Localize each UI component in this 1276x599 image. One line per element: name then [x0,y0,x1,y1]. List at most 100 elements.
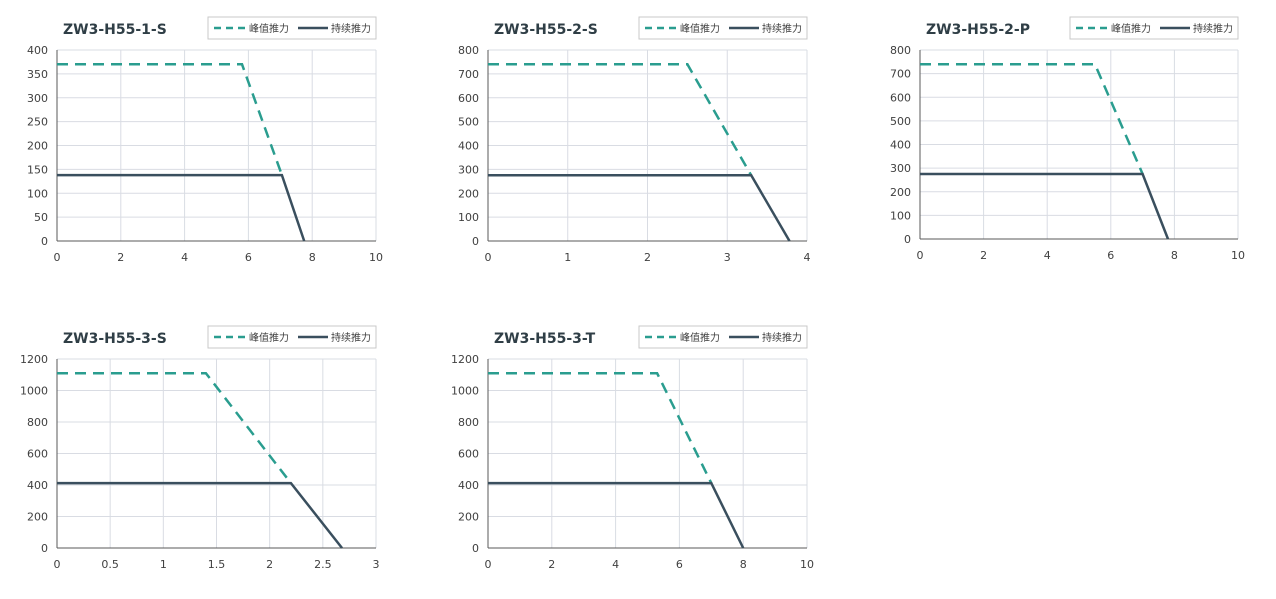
x-tick-label: 4 [612,558,619,571]
y-tick-label: 300 [890,162,911,175]
legend-box [1069,16,1239,40]
x-tick-label: 2 [266,558,273,571]
chart-title: ZW3-H55-2-S [494,22,598,38]
y-tick-label: 0 [41,542,48,555]
y-tick-label: 200 [458,187,479,200]
y-tick-label: 200 [27,511,48,524]
legend-continuous-label: 持续推力 [331,22,371,35]
y-tick-label: 200 [27,140,48,153]
legend-box [638,16,808,40]
chart-legend: 峰值推力 持续推力 [207,16,377,40]
legend-continuous-label: 持续推力 [762,331,802,344]
x-tick-label: 3 [724,251,731,264]
x-tick-label: 0 [917,249,924,262]
x-tick-label: 0 [485,558,492,571]
legend-continuous-label: 持续推力 [762,22,802,35]
x-tick-label: 10 [800,558,814,571]
x-tick-label: 10 [369,251,383,264]
legend-peak-label: 峰值推力 [680,22,720,35]
x-tick-label: 0 [54,251,61,264]
y-tick-label: 1200 [20,353,48,366]
y-tick-label: 400 [458,479,479,492]
y-tick-label: 800 [27,416,48,429]
x-tick-label: 3 [373,558,380,571]
x-tick-label: 1 [564,251,571,264]
x-tick-label: 0 [54,558,61,571]
y-tick-label: 250 [27,116,48,129]
y-tick-label: 0 [472,235,479,248]
x-tick-label: 6 [676,558,683,571]
peak-thrust-line [57,371,292,484]
legend-peak-label: 峰值推力 [1111,22,1151,35]
y-tick-label: 300 [458,163,479,176]
chart-legend: 峰值推力 持续推力 [1069,16,1239,40]
y-tick-label: 500 [458,116,479,129]
y-tick-label: 400 [27,479,48,492]
peak-thrust-line [920,62,1144,175]
y-tick-label: 0 [472,542,479,555]
y-tick-label: 50 [34,211,48,224]
chart-legend: 峰值推力 持续推力 [207,325,377,349]
y-tick-label: 1000 [451,385,479,398]
x-tick-label: 8 [309,251,316,264]
continuous-thrust-line [57,173,306,242]
y-tick-label: 800 [458,416,479,429]
legend-peak-label: 峰值推力 [249,22,289,35]
y-tick-label: 200 [890,186,911,199]
x-tick-label: 4 [181,251,188,264]
y-tick-label: 1200 [451,353,479,366]
chart-title: ZW3-H55-1-S [63,22,167,38]
chart-title: ZW3-H55-3-T [494,331,596,347]
x-tick-label: 1 [160,558,167,571]
y-tick-label: 600 [890,91,911,104]
y-tick-label: 100 [458,211,479,224]
y-tick-label: 800 [458,44,479,57]
x-tick-label: 6 [1107,249,1114,262]
x-tick-label: 2 [117,251,124,264]
legend-box [207,16,377,40]
x-tick-label: 2.5 [314,558,332,571]
legend-box [638,325,808,349]
x-tick-label: 10 [1231,249,1245,262]
x-tick-label: 0 [485,251,492,264]
y-tick-label: 500 [890,115,911,128]
y-tick-label: 600 [458,448,479,461]
chart-legend: 峰值推力 持续推力 [638,325,808,349]
chart-title: ZW3-H55-3-S [63,331,167,347]
y-tick-label: 800 [890,44,911,57]
x-tick-label: 0.5 [101,558,119,571]
chart-legend: 峰值推力 持续推力 [638,16,808,40]
x-tick-label: 6 [245,251,252,264]
y-tick-label: 400 [890,139,911,152]
chart-2: 0 100 200 300 400 500 600 700 800 0 1 2 3 4 ZW3-H55-2-… [458,16,811,264]
y-tick-label: 1000 [20,385,48,398]
peak-thrust-line [57,63,284,176]
y-tick-label: 600 [27,448,48,461]
y-tick-label: 700 [458,68,479,81]
continuous-thrust-line [488,174,791,242]
x-tick-label: 2 [980,249,987,262]
continuous-thrust-line [57,481,343,549]
y-tick-label: 150 [27,163,48,176]
y-tick-label: 600 [458,92,479,105]
legend-continuous-label: 持续推力 [1193,22,1233,35]
peak-thrust-line [488,371,713,484]
y-tick-label: 100 [890,209,911,222]
chart-3: 0 100 200 300 400 500 600 700 800 0 2 4 6 8 10 ZW3-H55-… [890,16,1245,262]
y-tick-label: 400 [458,140,479,153]
x-tick-label: 2 [548,558,555,571]
legend-peak-label: 峰值推力 [680,331,720,344]
x-tick-label: 4 [804,251,811,264]
y-tick-label: 0 [41,235,48,248]
y-tick-label: 700 [890,68,911,81]
y-tick-label: 100 [27,187,48,200]
chart-4: 0 200 400 600 800 1000 1200 0 0.5 1 1.5 2 2.5 3 ZW3-H5… [20,325,380,571]
x-tick-label: 8 [740,558,747,571]
y-tick-label: 300 [27,92,48,105]
peak-thrust-line [488,63,753,176]
y-tick-label: 200 [458,511,479,524]
continuous-thrust-line [920,172,1170,240]
legend-continuous-label: 持续推力 [331,331,371,344]
y-tick-label: 400 [27,44,48,57]
